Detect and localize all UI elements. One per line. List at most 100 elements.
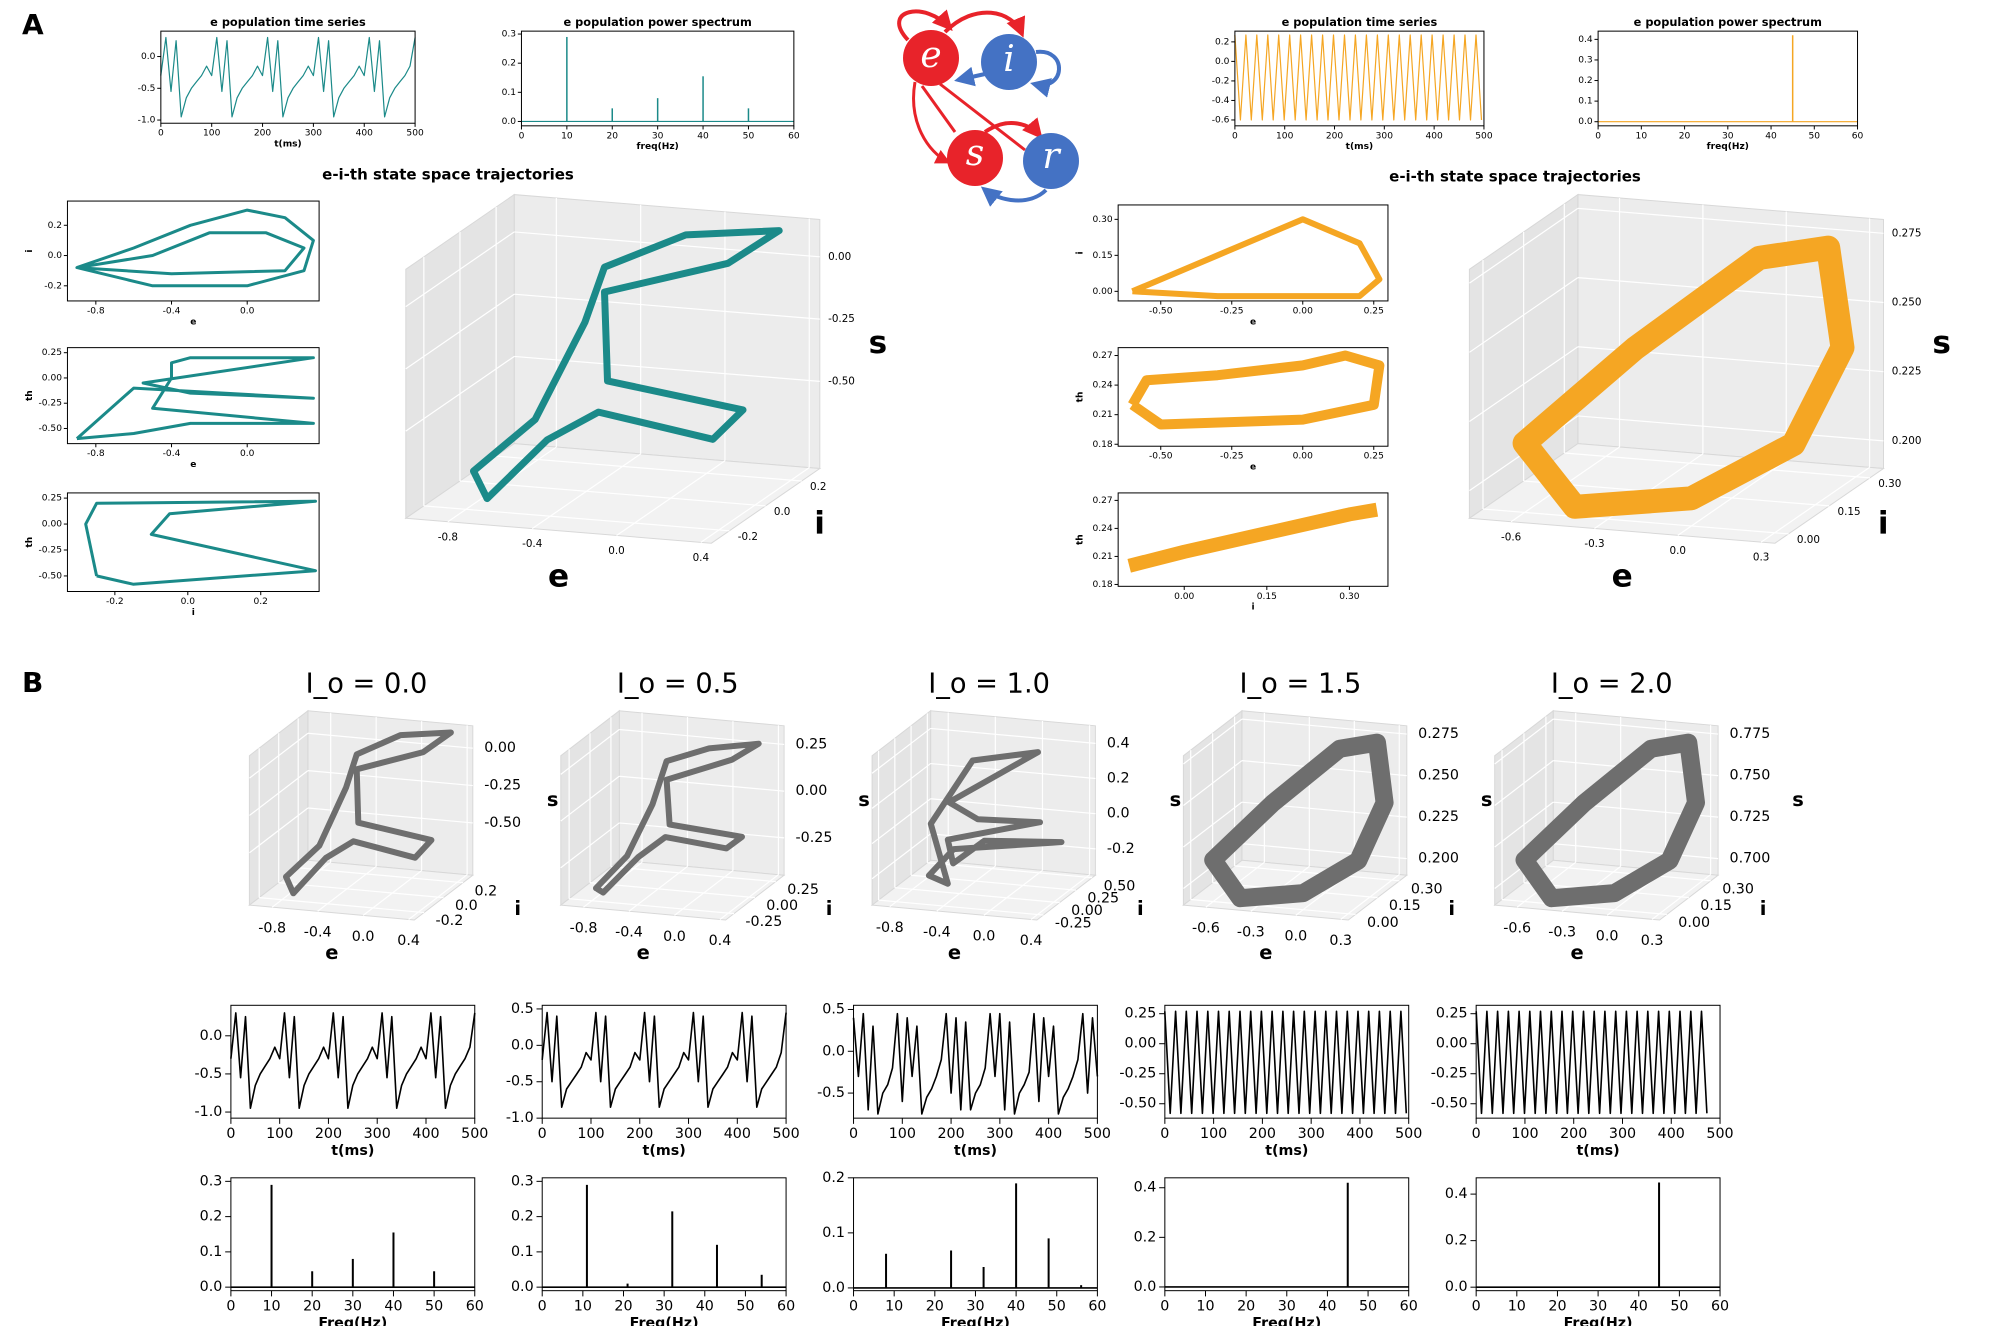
x-tick-label: 0.0 — [608, 545, 624, 557]
x-tick-label: 0 — [538, 1126, 547, 1142]
y-tick-label: 0.15 — [1838, 506, 1861, 518]
z-tick-label: 0.250 — [1892, 296, 1922, 308]
x-tick-label: 10 — [262, 1298, 280, 1314]
grid-line — [610, 866, 776, 883]
y-tick-label: 0.0 — [1134, 1279, 1157, 1295]
x-axis-label: e — [190, 460, 196, 470]
axes-frame — [66, 200, 320, 302]
plot-area — [1118, 204, 1388, 301]
grid-line — [278, 882, 444, 899]
grid-line — [405, 355, 515, 432]
x-axis-label: e — [548, 558, 569, 594]
y-tick-label: 0.4 — [1578, 35, 1593, 45]
z-tick-label: 0.725 — [1730, 809, 1771, 825]
y-tick-label: 0.0 — [822, 1043, 845, 1059]
x-tick-label: 40 — [1765, 131, 1777, 141]
x-tick-label: 400 — [356, 129, 374, 139]
grid-line — [1564, 452, 1870, 479]
y-tick-label: 0.0 — [822, 1280, 845, 1296]
z-tick-label: -0.50 — [484, 815, 521, 831]
axes-frame — [520, 30, 795, 127]
axes-frame — [1234, 30, 1485, 127]
plot-area — [67, 201, 320, 301]
y-tick-label: 0.00 — [1367, 915, 1399, 931]
panel-label: B — [22, 666, 43, 699]
x-tick-label: -0.8 — [570, 921, 598, 937]
x-axis-label: t(ms) — [1265, 1143, 1308, 1159]
x-tick-label: 0.0 — [1670, 545, 1686, 557]
y-axis-label: th — [25, 537, 35, 548]
x-tick-label: 60 — [1711, 1298, 1729, 1314]
x-tick-label: 0.0 — [181, 597, 196, 607]
x-tick-label: 0.4 — [397, 933, 420, 949]
grid-line — [1469, 346, 1579, 422]
x-tick-label: 500 — [772, 1126, 799, 1142]
x-axis-label: Freq(Hz) — [941, 1315, 1010, 1326]
x-tick-label: 50 — [1670, 1298, 1688, 1314]
x-tick-label: 0 — [226, 1298, 235, 1314]
y-tick-label: 0.30 — [1878, 478, 1901, 490]
y-axis-label: i — [1878, 506, 1889, 542]
chart-title: e population power spectrum — [564, 15, 752, 29]
x-axis-label: e — [1250, 317, 1256, 327]
z-tick-label: 0.275 — [1418, 726, 1459, 742]
x-tick-label: 10 — [574, 1298, 592, 1314]
z-tick-label: 0.00 — [796, 783, 828, 799]
x-tick-label: 40 — [1007, 1298, 1025, 1314]
grid-line — [1183, 801, 1243, 848]
x-axis-label: freq(Hz) — [1707, 142, 1749, 152]
y-axis-label: th — [1076, 392, 1086, 403]
y-tick-label: 0.18 — [1092, 580, 1112, 590]
y-tick-label: 0.00 — [1092, 287, 1112, 297]
axes-frame — [853, 1177, 1098, 1292]
x-tick-label: 200 — [1560, 1126, 1587, 1142]
arrow — [980, 186, 1048, 207]
x-tick-label: 200 — [254, 129, 272, 139]
arrow — [897, 9, 953, 42]
grid-line — [1494, 801, 1554, 848]
x-axis-label: Freq(Hz) — [1252, 1315, 1321, 1326]
y-tick-label: 0.30 — [1722, 881, 1754, 897]
x-tick-label: -0.25 — [1220, 452, 1244, 462]
x-tick-label: -0.8 — [87, 449, 105, 459]
x-axis-label: e — [1259, 941, 1272, 964]
x-tick-label: 30 — [344, 1298, 362, 1314]
x-tick-label: 200 — [937, 1126, 964, 1142]
plot-area — [1118, 347, 1388, 447]
x-tick-label: 0 — [519, 131, 525, 141]
x-axis-label: t(ms) — [331, 1143, 374, 1159]
grid-line — [307, 770, 473, 787]
z-tick-label: -0.2 — [1107, 841, 1135, 857]
z-tick-label: -0.50 — [828, 375, 855, 387]
x-tick-label: 60 — [777, 1298, 795, 1314]
x-tick-label: 400 — [724, 1126, 751, 1142]
x-tick-label: -0.8 — [876, 920, 904, 936]
y-tick-label: 0.2 — [474, 883, 497, 899]
x-tick-label: 100 — [1511, 1126, 1538, 1142]
chart-title: e population power spectrum — [1634, 15, 1822, 29]
y-axis-label: th — [1076, 534, 1086, 545]
z-tick-label: 0.2 — [1107, 771, 1130, 787]
x-axis-label: t(ms) — [954, 1143, 997, 1159]
x-tick-label: 500 — [1706, 1126, 1733, 1142]
z-tick-label: -0.25 — [796, 830, 833, 846]
grid-line — [1234, 865, 1400, 882]
series-line — [541, 1011, 787, 1108]
grid-line — [560, 775, 620, 822]
y-axis-label: i — [826, 897, 833, 920]
x-axis-label: e — [1571, 941, 1584, 964]
x-tick-label: 0.25 — [1364, 452, 1384, 462]
y-tick-label: 0.25 — [787, 882, 819, 898]
y-tick-label: 0.25 — [1436, 1006, 1468, 1022]
x-tick-label: 500 — [461, 1126, 488, 1142]
x-tick-label: -0.2 — [106, 597, 124, 607]
x-tick-label: 50 — [1048, 1298, 1066, 1314]
grid-line — [560, 822, 620, 869]
y-axis-label: i — [814, 506, 825, 542]
panel-label: A — [22, 8, 44, 41]
x-tick-label: 0 — [1595, 131, 1601, 141]
z-axis-label: s — [1932, 325, 1951, 361]
x-axis-label: e — [1250, 463, 1256, 473]
y-axis-label: i — [1448, 897, 1455, 920]
